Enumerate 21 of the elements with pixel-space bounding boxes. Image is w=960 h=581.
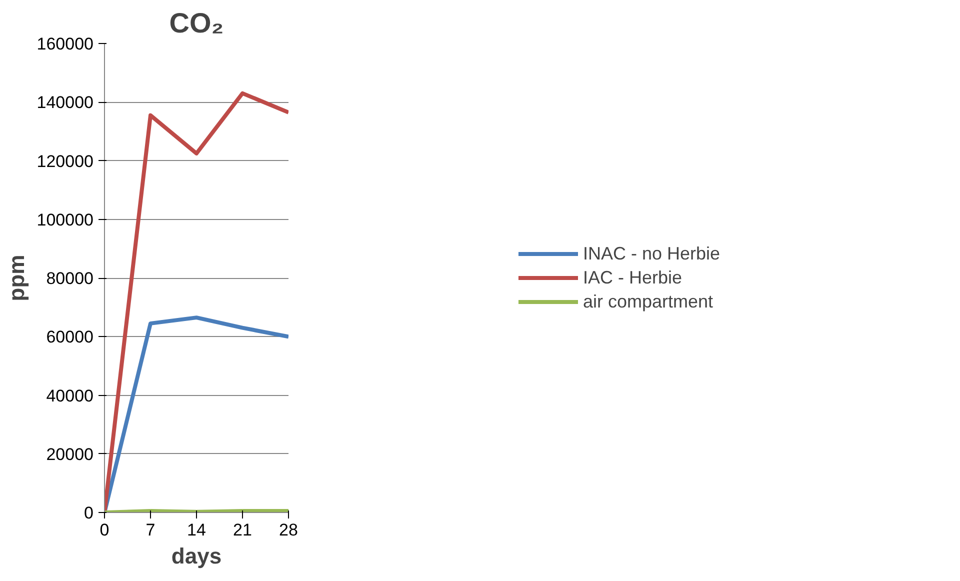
x-tick-label: 7 (146, 520, 156, 540)
chart-title: CO₂ (169, 8, 224, 38)
y-tick-label: 60000 (46, 328, 94, 347)
legend-label: IAC - Herbie (582, 267, 682, 288)
y-tick-label: 40000 (46, 386, 94, 406)
legend-label: air compartment (582, 291, 714, 312)
y-tick-label: 0 (84, 504, 94, 522)
x-tick-label: 21 (233, 520, 252, 540)
y-axis-title: ppm (4, 254, 29, 302)
line-series (104, 91, 288, 512)
y-tick-label: 80000 (46, 269, 94, 288)
y-tick-label: 120000 (36, 152, 94, 171)
y-tick-label: 100000 (36, 210, 94, 230)
x-axis-title: days (171, 544, 222, 568)
x-tick-label: 14 (187, 520, 206, 540)
y-tick-label: 140000 (36, 93, 94, 112)
legend-label: INAC - no Herbie (582, 243, 720, 264)
x-tick-label: 0 (100, 520, 110, 540)
x-tick-label: 28 (279, 520, 298, 540)
y-tick-label: 160000 (36, 34, 94, 54)
y-tick-label: 20000 (46, 444, 94, 464)
